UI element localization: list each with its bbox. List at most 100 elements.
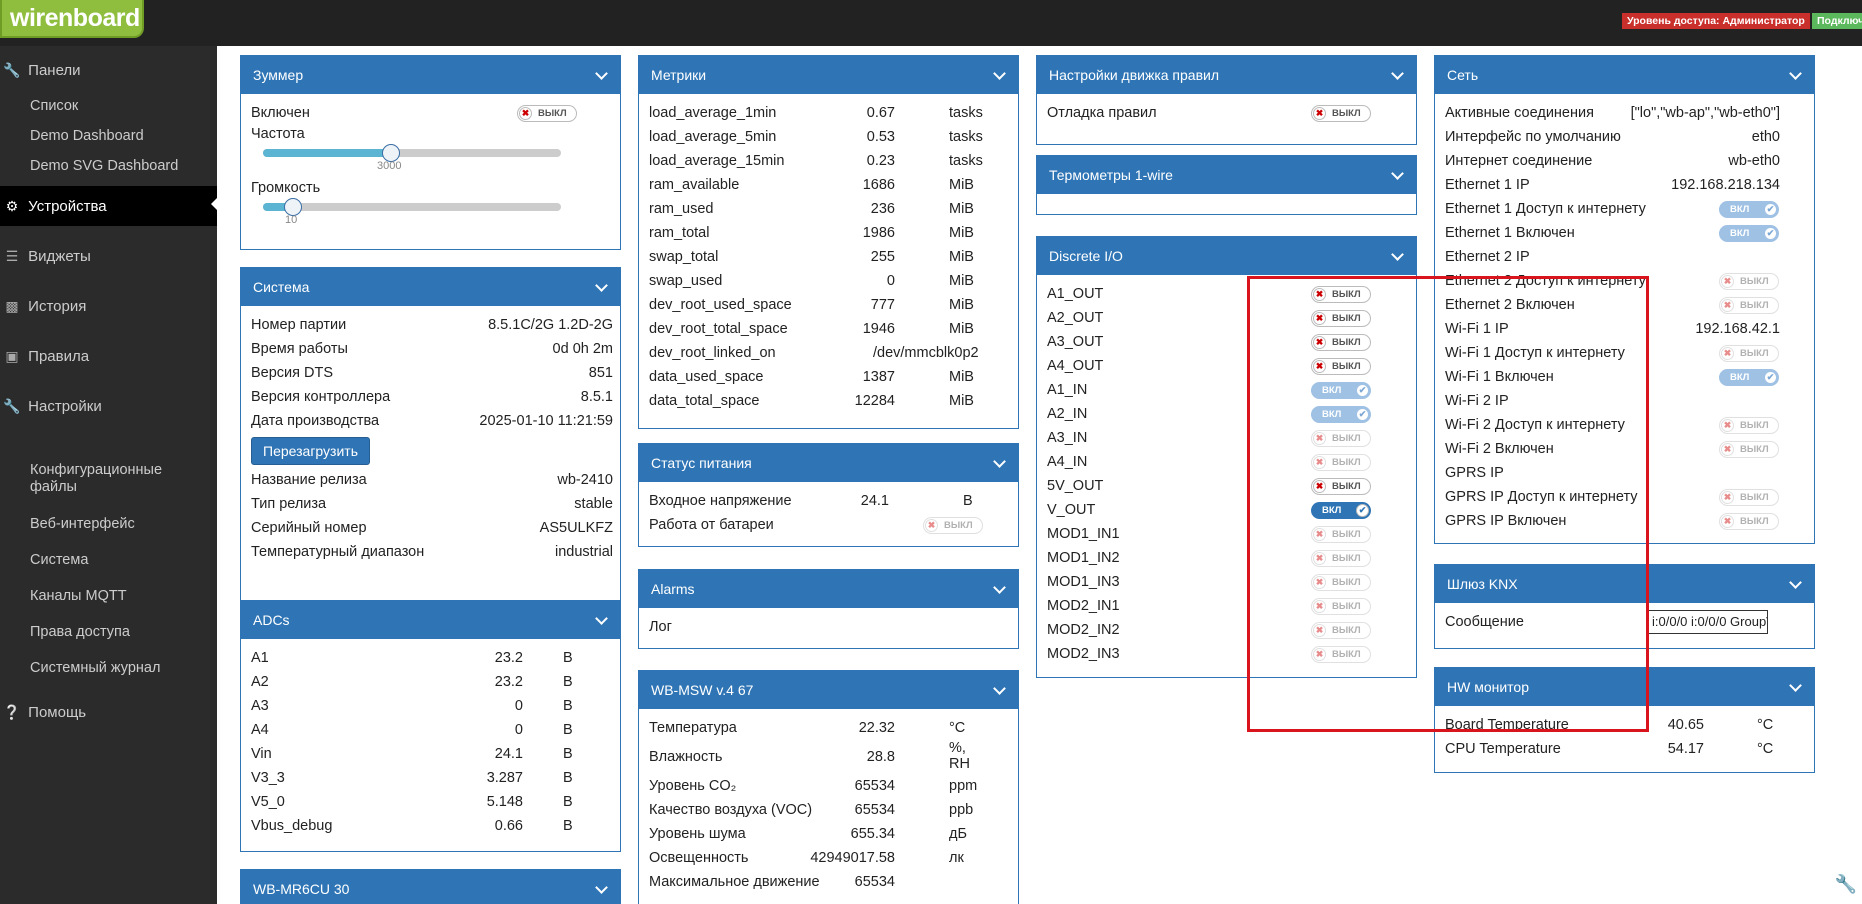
buzzer-enabled-row: Включен ВЫКЛ ✖ bbox=[251, 101, 610, 125]
row-value: industrial bbox=[554, 544, 613, 560]
sidebar-item-panels[interactable]: 🔧 Панели bbox=[0, 52, 217, 88]
row-label: A4_IN bbox=[1047, 454, 1088, 470]
sidebar-item-demo-svg-dashboard[interactable]: Demo SVG Dashboard bbox=[30, 158, 179, 174]
sidebar-item-system-log[interactable]: Системный журнал bbox=[30, 660, 161, 676]
discrete-io-row: A4_OUT ВЫКЛ ✖ bbox=[1047, 354, 1406, 378]
sidebar-item-widgets[interactable]: ☰ Виджеты bbox=[0, 236, 217, 276]
panel-header[interactable]: WB-MSW v.4 67 bbox=[639, 671, 1018, 709]
wirenboard-logo[interactable]: wirenboard bbox=[0, 0, 144, 38]
row-label: MOD1_IN3 bbox=[1047, 574, 1120, 590]
toggle-label: ВЫКЛ bbox=[1332, 433, 1361, 444]
toggle-switch[interactable]: ВКЛ ✔ bbox=[1719, 369, 1779, 386]
panel-header[interactable]: Настройки движка правил bbox=[1037, 56, 1416, 94]
toggle-switch[interactable]: ВЫКЛ ✖ bbox=[1311, 478, 1371, 495]
system-info-row: Серийный номер AS5ULKFZ bbox=[251, 516, 613, 540]
toggle-switch[interactable]: ВКЛ ✔ bbox=[1311, 502, 1371, 519]
sidebar-item-web-ui[interactable]: Веб-интерфейс bbox=[30, 516, 135, 532]
toggle-switch[interactable]: ВКЛ ✔ bbox=[1719, 201, 1779, 218]
row-unit: В bbox=[563, 770, 573, 786]
toggle-switch[interactable]: ВЫКЛ ✖ bbox=[1311, 454, 1371, 471]
toggle-switch[interactable]: ВЫКЛ ✖ bbox=[1719, 513, 1779, 530]
panel-header[interactable]: Сеть bbox=[1435, 56, 1814, 94]
row-value: 0 bbox=[886, 273, 895, 289]
battery-toggle[interactable]: ВЫКЛ ✖ bbox=[923, 517, 983, 534]
panel-header[interactable]: WB-MR6CU 30 bbox=[241, 870, 620, 904]
sidebar-item-rules[interactable]: ▣ Правила bbox=[0, 336, 217, 376]
alarms-panel: Alarms Лог bbox=[638, 569, 1019, 649]
toggle-switch[interactable]: ВЫКЛ ✖ bbox=[1311, 334, 1371, 351]
discrete-io-row: A2_OUT ВЫКЛ ✖ bbox=[1047, 306, 1406, 330]
panel-header[interactable]: ADCs bbox=[241, 601, 620, 639]
sidebar-item-config-files[interactable]: Конфигурационные файлы bbox=[30, 462, 163, 495]
sidebar-item-demo-dashboard[interactable]: Demo Dashboard bbox=[30, 128, 144, 144]
panel-header[interactable]: Система bbox=[241, 268, 620, 306]
sidebar-item-system[interactable]: Система bbox=[30, 552, 89, 568]
toggle-switch[interactable]: ВЫКЛ ✖ bbox=[1311, 574, 1371, 591]
panel-header[interactable]: Метрики bbox=[639, 56, 1018, 94]
sidebar-item-mqtt-channels[interactable]: Каналы MQTT bbox=[30, 588, 127, 604]
toggle-switch[interactable]: ВЫКЛ ✖ bbox=[1311, 526, 1371, 543]
x-icon: ✖ bbox=[1721, 347, 1734, 360]
toggle-switch[interactable]: ВЫКЛ ✖ bbox=[1719, 345, 1779, 362]
knx-message-input[interactable]: i:0/0/0 i:0/0/0 GroupValueWrite bbox=[1648, 610, 1768, 634]
system-info-row: Версия контроллера 8.5.1 bbox=[251, 385, 613, 409]
sidebar-item-list[interactable]: Список bbox=[30, 98, 79, 114]
volume-slider[interactable] bbox=[263, 198, 561, 216]
toggle-switch[interactable]: ВЫКЛ ✖ bbox=[1311, 598, 1371, 615]
rules-debug-toggle[interactable]: ВЫКЛ ✖ bbox=[1311, 105, 1371, 122]
slider-handle[interactable] bbox=[382, 144, 401, 162]
row-unit: ppm bbox=[949, 778, 978, 794]
panel-header[interactable]: Статус питания bbox=[639, 444, 1018, 482]
frequency-slider-wrap: 3000 bbox=[251, 143, 610, 179]
x-icon: ✖ bbox=[1313, 336, 1326, 349]
x-icon: ✖ bbox=[1313, 624, 1326, 637]
row-label: A2_IN bbox=[1047, 406, 1088, 422]
wrench-icon[interactable]: 🔧 bbox=[1834, 874, 1858, 894]
row-value: 5.148 bbox=[486, 794, 523, 810]
toggle-switch[interactable]: ВЫКЛ ✖ bbox=[1719, 273, 1779, 290]
panel-header[interactable]: Термометры 1-wire bbox=[1037, 156, 1416, 194]
x-icon: ✖ bbox=[1721, 515, 1734, 528]
system-info-row: Тип релиза stable bbox=[251, 492, 613, 516]
sidebar: 🔧 Панели Список Demo Dashboard Demo SVG … bbox=[0, 46, 217, 904]
row-label: Частота bbox=[251, 126, 305, 142]
panel-header[interactable]: Шлюз KNX bbox=[1435, 565, 1814, 603]
toggle-switch[interactable]: ВКЛ ✔ bbox=[1719, 225, 1779, 242]
x-icon: ✖ bbox=[1313, 107, 1326, 120]
row-label: Версия DTS bbox=[251, 365, 334, 381]
toggle-switch[interactable]: ВЫКЛ ✖ bbox=[1311, 550, 1371, 567]
panel-header[interactable]: Discrete I/O bbox=[1037, 237, 1416, 275]
panel-header[interactable]: Alarms bbox=[639, 570, 1018, 608]
sidebar-item-history[interactable]: ▩ История bbox=[0, 286, 217, 326]
sidebar-item-access-rights[interactable]: Права доступа bbox=[30, 624, 130, 640]
x-icon: ✖ bbox=[1313, 600, 1326, 613]
toggle-switch[interactable]: ВЫКЛ ✖ bbox=[1311, 310, 1371, 327]
toggle-switch[interactable]: ВЫКЛ ✖ bbox=[1719, 417, 1779, 434]
slider-handle[interactable] bbox=[283, 198, 302, 216]
buzzer-enabled-toggle[interactable]: ВЫКЛ ✖ bbox=[517, 105, 577, 122]
row-value: AS5ULKFZ bbox=[539, 520, 613, 536]
toggle-switch[interactable]: ВЫКЛ ✖ bbox=[1719, 441, 1779, 458]
toggle-switch[interactable]: ВЫКЛ ✖ bbox=[1311, 430, 1371, 447]
toggle-switch[interactable]: ВЫКЛ ✖ bbox=[1311, 622, 1371, 639]
toggle-switch[interactable]: ВЫКЛ ✖ bbox=[1311, 646, 1371, 663]
reboot-button[interactable]: Перезагрузить bbox=[251, 437, 370, 465]
toggle-switch[interactable]: ВЫКЛ ✖ bbox=[1311, 286, 1371, 303]
toggle-switch[interactable]: ВЫКЛ ✖ bbox=[1311, 358, 1371, 375]
toggle-switch[interactable]: ВКЛ ✔ bbox=[1311, 406, 1371, 423]
sidebar-item-devices[interactable]: ⚙ Устройства bbox=[0, 186, 217, 226]
toggle-switch[interactable]: ВЫКЛ ✖ bbox=[1719, 489, 1779, 506]
toggle-switch[interactable]: ВКЛ ✔ bbox=[1311, 382, 1371, 399]
sidebar-item-help[interactable]: ❔ Помощь bbox=[0, 692, 217, 732]
adc-row: V3_3 3.287 В bbox=[251, 766, 610, 790]
panel-header[interactable]: Зуммер bbox=[241, 56, 620, 94]
sidebar-item-settings[interactable]: 🔧 Настройки bbox=[0, 386, 217, 426]
x-icon: ✖ bbox=[1721, 299, 1734, 312]
row-label: A3 bbox=[251, 698, 269, 714]
network-row: Wi-Fi 1 Доступ к интернету ВЫКЛ ✖ bbox=[1445, 341, 1804, 365]
toggle-switch[interactable]: ВЫКЛ ✖ bbox=[1719, 297, 1779, 314]
toggle-label: ВКЛ bbox=[1322, 505, 1342, 516]
panel-header[interactable]: HW монитор bbox=[1435, 668, 1814, 706]
row-value: 24.1 bbox=[860, 493, 889, 509]
frequency-slider[interactable] bbox=[263, 144, 561, 162]
